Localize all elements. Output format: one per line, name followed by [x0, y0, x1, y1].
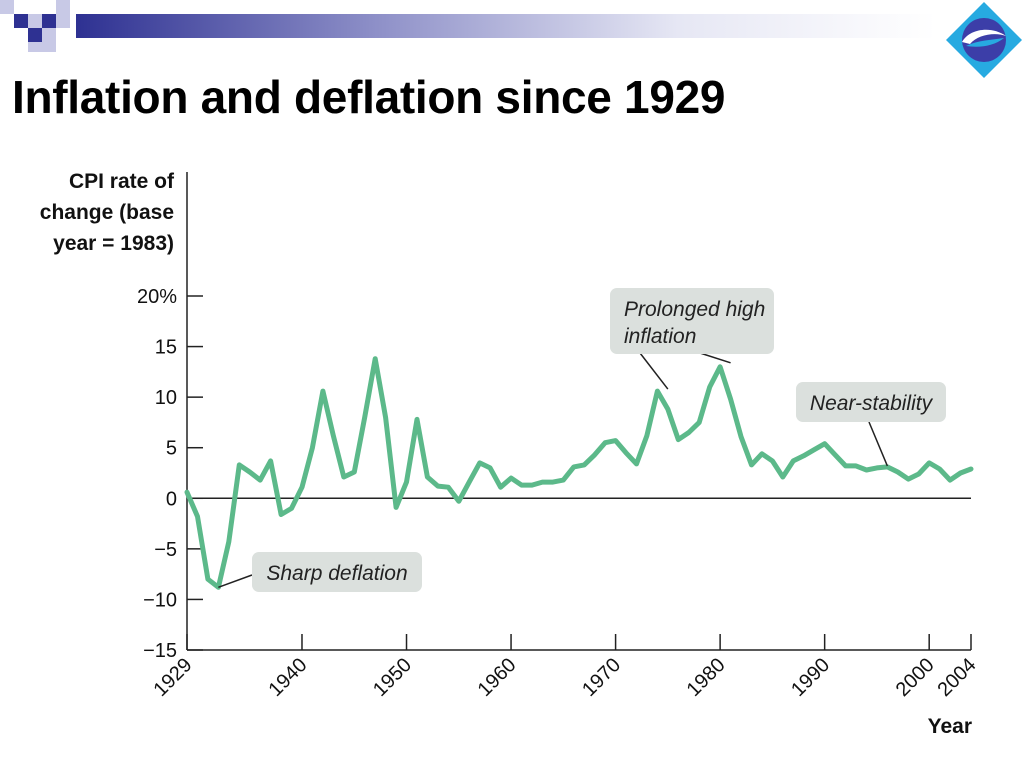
header-gradient-bar	[0, 0, 936, 52]
callout-label-sharp-deflation: Sharp deflation	[266, 562, 407, 585]
y-tick-label: 0	[166, 488, 177, 510]
y-axis-title-line: CPI rate of	[69, 170, 175, 193]
x-axis-title: Year	[928, 715, 972, 738]
cpi-series-line	[184, 356, 974, 590]
callout-leader-line	[639, 352, 669, 390]
x-tick-label: 2000	[892, 654, 939, 701]
y-tick-label: −5	[154, 539, 177, 561]
logo-icon	[946, 2, 1022, 78]
slide-header-decoration	[0, 0, 1024, 52]
y-tick-label: 5	[166, 438, 177, 460]
y-tick-label: 15	[155, 337, 177, 359]
x-tick-label: 1990	[787, 654, 834, 701]
x-tick-label: 2004	[934, 654, 981, 701]
y-tick-label: 10	[155, 387, 177, 409]
x-tick-label: 1950	[369, 654, 416, 701]
callout-box	[610, 288, 774, 354]
y-axis-title-line: year = 1983)	[53, 232, 174, 255]
slide-title: Inflation and deflation since 1929	[12, 71, 726, 123]
callout-leader-line	[868, 421, 889, 467]
x-tick-label: 1980	[683, 654, 730, 701]
inflation-line-chart: CPI rate of change (base year = 1983) 20% 15…	[40, 170, 981, 738]
y-axis-title-line: change (base	[40, 201, 174, 224]
callout-label-near-stability: Near-stability	[810, 392, 934, 415]
callout-box	[252, 552, 422, 592]
callout-leader-line	[699, 352, 731, 364]
y-tick-label: 20%	[137, 286, 177, 308]
y-tick-label: −15	[143, 640, 177, 662]
callout-label-prolonged-high-inflation: Prolonged high	[624, 298, 765, 321]
x-tick-label: 1960	[474, 654, 521, 701]
y-tick-label: −10	[143, 589, 177, 611]
x-tick-label: 1940	[264, 654, 311, 701]
callout-label-prolonged-high-inflation: inflation	[624, 325, 696, 348]
x-tick-label: 1970	[578, 654, 625, 701]
callout-box	[796, 382, 946, 422]
callout-leader-line	[218, 574, 253, 588]
